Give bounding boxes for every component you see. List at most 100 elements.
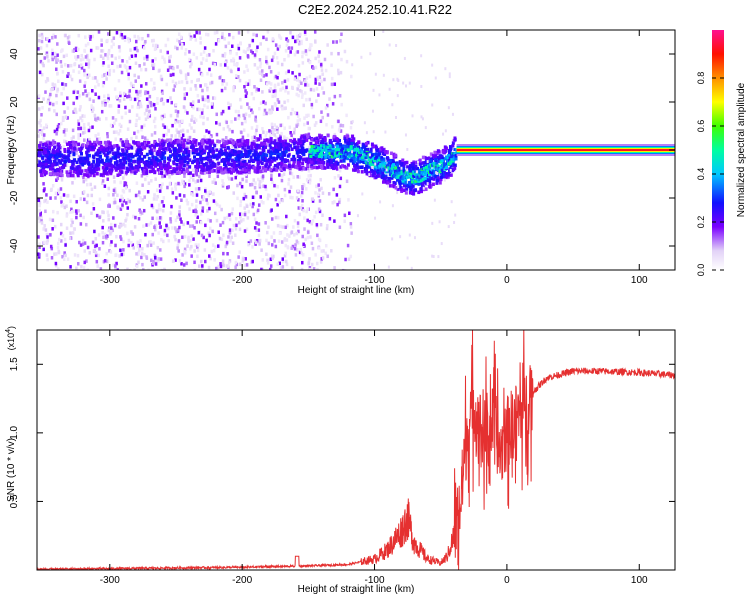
noise-pixel [174,218,178,223]
band-pixel [172,148,176,152]
band-pixel [150,165,154,169]
noise-pixel [178,134,181,138]
noise-pixel [184,76,188,81]
band-pixel [303,157,307,162]
noise-pixel [273,51,277,56]
band-pixel [227,153,231,157]
noise-pixel [97,132,100,137]
noise-pixel [286,99,290,103]
track-pixel [430,171,434,175]
noise-pixel [63,110,66,114]
noise-pixel [103,99,106,103]
band-pixel [379,171,383,175]
band-pixel [302,166,306,171]
band-pixel [296,145,300,150]
noise-pixel [145,256,149,260]
noise-pixel [159,257,163,261]
band-pixel [142,142,146,146]
noise-pixel [142,267,145,270]
noise-pixel [205,129,208,133]
noise-pixel [270,122,274,127]
band-pixel [293,145,297,150]
noise-pixel [195,193,199,197]
noise-pixel [225,82,229,86]
noise-pixel [83,114,86,119]
noise-pixel [65,128,68,132]
noise-pixel [189,238,192,243]
noise-pixel [189,64,192,69]
noise-pixel [226,171,230,175]
noise-pixel [271,256,274,260]
band-pixel [102,169,106,174]
noise-pixel [100,38,103,43]
band-pixel [244,168,248,173]
noise-pixel [63,205,67,210]
band-pixel [81,143,85,147]
noise-pixel [130,136,133,141]
noise-pixel [116,193,119,198]
band-pixel [326,165,330,169]
noise-pixel [274,74,278,79]
band-pixel [243,148,247,152]
noise-pixel [201,195,204,199]
noise-pixel [113,200,117,205]
band-pixel [238,141,242,145]
noise-pixel [69,199,72,204]
band-pixel [65,170,69,174]
band-pixel [332,138,336,143]
noise-pixel [109,250,113,254]
band-pixel [421,155,425,160]
noise-pixel [95,259,99,264]
band-pixel [244,153,248,157]
noise-pixel [274,92,277,97]
noise-pixel [74,48,78,53]
noise-pixel [193,268,197,270]
noise-pixel [313,123,317,127]
noise-pixel [237,255,240,259]
band-pixel [424,160,428,165]
noise-pixel [210,249,214,254]
noise-pixel [205,198,208,202]
band-pixel [209,164,213,168]
band-pixel [37,163,41,168]
noise-pixel [127,238,131,243]
noise-pixel [87,128,91,133]
noise-pixel [279,134,282,139]
noise-pixel [318,50,321,54]
band-pixel [290,147,294,151]
noise-pixel [302,242,305,247]
noise-pixel [40,218,43,222]
band-pixel [197,142,201,146]
noise-pixel [77,132,80,137]
noise-pixel [176,215,179,220]
track-pixel [358,150,362,154]
noise-pixel [49,233,52,237]
band-pixel [94,163,98,167]
noise-pixel [171,79,175,84]
noise-pixel [95,137,99,142]
band-pixel [261,166,265,170]
noise-pixel [128,89,132,93]
band-pixel [102,146,106,150]
band-pixel [357,165,361,169]
noise-pixel [323,57,327,62]
band-pixel [369,147,373,152]
noise-pixel [79,243,83,247]
noise-pixel [57,123,61,127]
noise-pixel [279,224,282,229]
band-pixel [401,158,405,162]
noise-pixel [158,189,162,193]
noise-pixel [120,32,124,37]
noise-pixel [126,231,129,236]
noise-pixel [317,93,320,97]
noise-pixel [255,87,259,91]
noise-pixel [184,166,187,171]
noise-pixel [155,188,159,193]
band-pixel [175,171,179,175]
noise-pixel [302,103,305,108]
band-pixel [175,157,179,162]
noise-pixel [246,216,250,220]
noise-pixel [124,218,127,223]
band-pixel [142,171,146,176]
band-pixel [110,148,114,152]
